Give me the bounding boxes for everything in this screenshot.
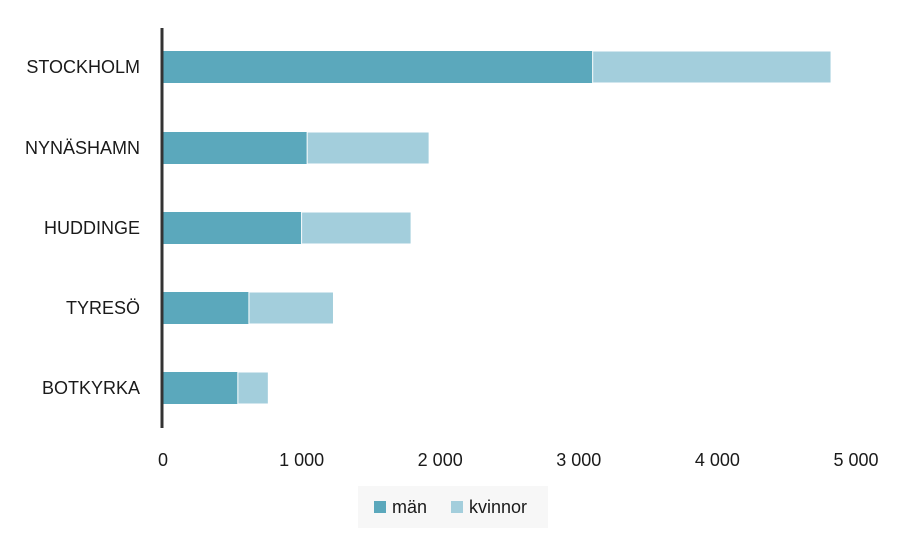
- x-tick-labels: 0 1 000 2 000 3 000 4 000 5 000: [158, 450, 879, 470]
- bar-tyreso-man: [163, 292, 249, 324]
- bar-botkyrka-man: [163, 372, 238, 404]
- category-label-tyreso: TYRESÖ: [66, 298, 140, 318]
- category-label-stockholm: STOCKHOLM: [26, 57, 140, 77]
- category-label-botkyrka: BOTKYRKA: [42, 378, 140, 398]
- bar-tyreso-kvinnor: [248, 291, 334, 325]
- bar-nynashamn-kvinnor: [306, 131, 430, 165]
- legend-swatch-man: [374, 501, 386, 513]
- legend-label-kvinnor: kvinnor: [469, 497, 527, 517]
- legend-label-man: män: [392, 497, 427, 517]
- bars-group: [163, 50, 832, 405]
- x-tick-label: 5 000: [833, 450, 878, 470]
- x-tick-label: 3 000: [556, 450, 601, 470]
- x-tick-label: 4 000: [695, 450, 740, 470]
- bar-huddinge-kvinnor: [301, 211, 412, 245]
- category-label-huddinge: HUDDINGE: [44, 218, 140, 238]
- bar-stockholm-man: [163, 51, 593, 83]
- bar-botkyrka-kvinnor: [237, 371, 269, 405]
- bar-huddinge-man: [163, 212, 302, 244]
- bar-nynashamn-man: [163, 132, 308, 164]
- legend-swatch-kvinnor: [451, 501, 463, 513]
- legend: män kvinnor: [358, 486, 548, 528]
- x-tick-label: 2 000: [418, 450, 463, 470]
- x-tick-label: 1 000: [279, 450, 324, 470]
- category-label-nynashamn: NYNÄSHAMN: [25, 138, 140, 158]
- category-labels: STOCKHOLM NYNÄSHAMN HUDDINGE TYRESÖ BOTKYRKA: [25, 57, 140, 398]
- x-tick-label: 0: [158, 450, 168, 470]
- bar-stockholm-kvinnor: [592, 50, 832, 84]
